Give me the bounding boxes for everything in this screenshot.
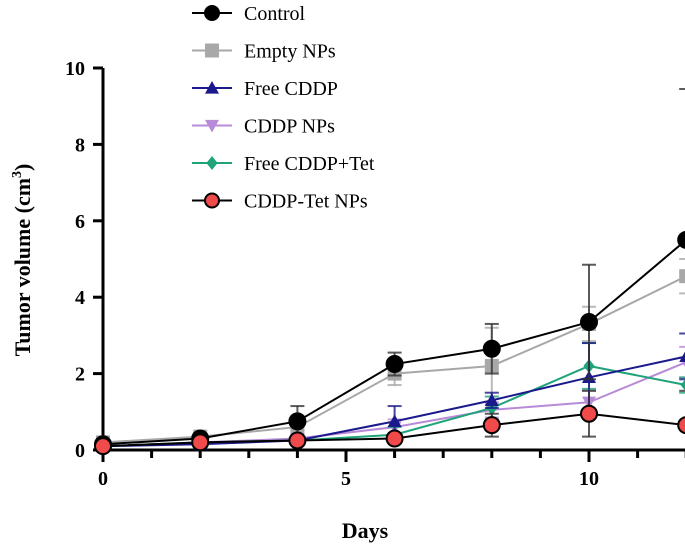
y-tick-label: 6 bbox=[75, 211, 85, 233]
series-empty-nps bbox=[96, 258, 685, 450]
y-axis-label-close: ) bbox=[10, 164, 35, 171]
x-tick-label: 0 bbox=[98, 468, 108, 490]
plot-area bbox=[94, 88, 685, 456]
y-tick-label: 8 bbox=[75, 134, 85, 156]
data-point bbox=[680, 379, 685, 391]
legend-label: Free CDDP+Tet bbox=[244, 153, 375, 175]
legend-label: CDDP-Tet NPs bbox=[244, 191, 368, 213]
data-point bbox=[94, 437, 112, 456]
data-point bbox=[482, 339, 501, 358]
y-axis-label-main: Tumor volume (cm bbox=[10, 178, 35, 356]
data-point bbox=[387, 414, 402, 427]
y-tick-label: 0 bbox=[75, 440, 85, 462]
data-point bbox=[205, 81, 219, 94]
y-tick-label: 4 bbox=[75, 287, 85, 309]
data-point bbox=[580, 404, 598, 423]
series-cddp-tet-nps bbox=[94, 389, 685, 456]
legend-label: CDDP NPs bbox=[244, 116, 335, 138]
y-axis-label: Tumor volume (cm3) bbox=[10, 164, 35, 357]
legend-item: CDDP-Tet NPs bbox=[192, 191, 368, 213]
data-point bbox=[385, 429, 404, 448]
x-tick-label: 5 bbox=[341, 468, 351, 490]
y-tick-label: 10 bbox=[65, 58, 85, 80]
data-point bbox=[288, 431, 307, 450]
data-point bbox=[679, 269, 685, 284]
legend-item: Free CDDP+Tet bbox=[192, 153, 375, 175]
data-point bbox=[288, 412, 307, 431]
legend-item: Free CDDP bbox=[192, 78, 338, 100]
legend-item: CDDP NPs bbox=[192, 116, 335, 138]
data-point bbox=[206, 156, 218, 170]
data-point bbox=[204, 192, 220, 209]
data-point bbox=[385, 355, 404, 374]
data-point bbox=[482, 416, 501, 435]
data-point bbox=[191, 433, 210, 452]
data-point bbox=[205, 119, 219, 133]
legend-label: Empty NPs bbox=[244, 41, 336, 63]
data-point bbox=[204, 5, 220, 21]
legend-label: Free CDDP bbox=[244, 78, 338, 100]
data-point bbox=[580, 313, 598, 332]
x-axis-label: Days bbox=[342, 518, 389, 543]
legend-item: Empty NPs bbox=[192, 41, 336, 63]
data-point bbox=[677, 230, 685, 249]
x-tick-label: 10 bbox=[579, 468, 599, 490]
legend-item: Control bbox=[192, 3, 306, 25]
series-control bbox=[94, 88, 685, 454]
y-axis-label-sup: 3 bbox=[10, 171, 25, 178]
y-tick-label: 2 bbox=[75, 364, 85, 386]
legend-label: Control bbox=[244, 3, 306, 25]
legend: Control Empty NPs Free CDDP CDDP NPs Free CD… bbox=[192, 3, 375, 213]
data-point bbox=[205, 43, 219, 58]
data-point bbox=[677, 416, 685, 435]
data-point bbox=[679, 351, 685, 363]
data-point bbox=[484, 393, 499, 406]
